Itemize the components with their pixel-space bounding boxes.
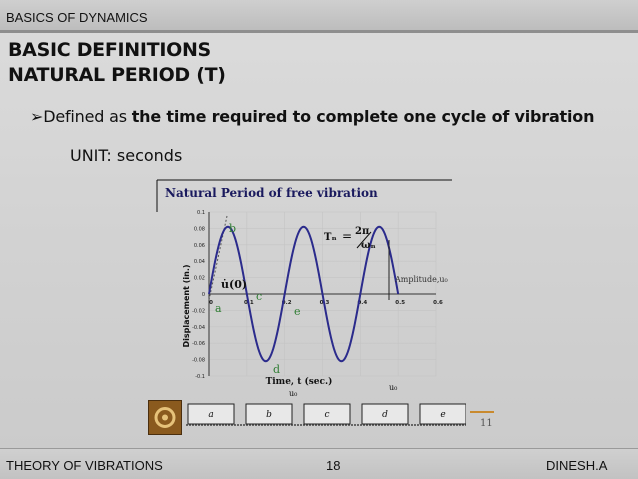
x-tick-label: 0.5 (395, 300, 405, 306)
stage-label: e (440, 410, 445, 420)
y-tick-label: 0.08 (194, 226, 205, 232)
y-tick-label: 0.06 (194, 243, 205, 249)
header-divider (0, 30, 638, 33)
formula-denominator: ωₙ (361, 240, 376, 251)
x-tick-label: 0.4 (357, 300, 367, 306)
amplitude-label: Amplitude,u₀ (394, 275, 448, 284)
slide-title: BASIC DEFINITIONS NATURAL PERIOD (T) (8, 38, 226, 88)
stage-label: d (382, 410, 388, 420)
y-tick-label: 0.04 (194, 259, 205, 265)
stage-label: c (324, 410, 329, 420)
formula-numerator: 2π (355, 226, 369, 237)
y-tick-label: -0.04 (192, 325, 205, 331)
formula-period: Tₙ (324, 232, 337, 243)
header-bar: BASICS OF DYNAMICS (0, 0, 638, 30)
bullet-bold-text: the time required to complete one cycle … (131, 107, 595, 126)
stage-label: a (208, 410, 213, 420)
stage-box (245, 403, 293, 425)
formula-equals: = (342, 229, 352, 243)
unit-text: UNIT: seconds (70, 146, 183, 165)
title-line-1: BASIC DEFINITIONS (8, 39, 211, 61)
footer-bar: THEORY OF VIBRATIONS 18 DINESH.A (0, 448, 638, 479)
y-tick-labels: 0.1 0.08 0.06 0.04 0.02 0 -0.02 -0.04 -0.06 -0.08… (192, 210, 205, 380)
section-title: BASICS OF DYNAMICS (6, 10, 148, 25)
title-line-2: NATURAL PERIOD (T) (8, 64, 226, 86)
bullet-prefix: Defined as (43, 107, 132, 126)
y-axis-label: Displacement (in.) (182, 264, 191, 347)
footer-course: THEORY OF VIBRATIONS (6, 458, 163, 473)
accent-line (470, 411, 494, 413)
u0-label-left: u₀ (289, 389, 297, 398)
point-d-label: d (273, 363, 280, 376)
footer-author: DINESH.A (546, 458, 608, 473)
x-tick-label: 0 (209, 300, 213, 306)
arrow-bullet-icon: ➢ (30, 107, 44, 126)
point-a-label: a (215, 302, 222, 315)
u0-label-right: u₀ (389, 383, 397, 392)
stage-label: b (266, 410, 272, 420)
point-e-label: e (294, 305, 301, 318)
y-tick-label: 0.1 (197, 210, 205, 216)
x-tick-labels: 0 0.1 0.2 0.3 0.4 0.5 0.6 (209, 300, 443, 306)
y-tick-label: -0.06 (192, 341, 205, 347)
stage-box (419, 403, 466, 425)
vibration-stages-strip: a b c d e (186, 403, 466, 426)
definition-bullet: ➢Defined as the time required to complet… (30, 107, 594, 126)
stage-box (361, 403, 409, 425)
y-tick-label: -0.1 (195, 374, 205, 380)
footer-page-number: 18 (326, 458, 341, 473)
displacement-curve (208, 225, 400, 363)
y-tick-label: -0.08 (192, 358, 205, 364)
figure-heading: Natural Period of free vibration (165, 186, 378, 200)
y-tick-label: 0.02 (194, 276, 205, 282)
point-b-label: b (229, 222, 236, 235)
vibration-figure: Natural Period of free vibration 0.1 0.08… (156, 179, 452, 398)
x-axis-label: Time, t (sec.) (266, 376, 333, 387)
x-tick-label: 0.6 (433, 300, 443, 306)
formula-slash (356, 231, 372, 249)
y-tick-label: -0.02 (192, 308, 205, 314)
gear-logo-icon (148, 400, 182, 435)
x-tick-label: 0.2 (282, 300, 292, 306)
stage-box (187, 403, 235, 425)
y-tick-label: 0 (202, 292, 205, 298)
initial-velocity-label: u̇(0) (221, 278, 247, 291)
figure-page-number: 11 (480, 418, 493, 429)
point-c-label: c (256, 290, 262, 303)
stage-box (303, 403, 351, 425)
